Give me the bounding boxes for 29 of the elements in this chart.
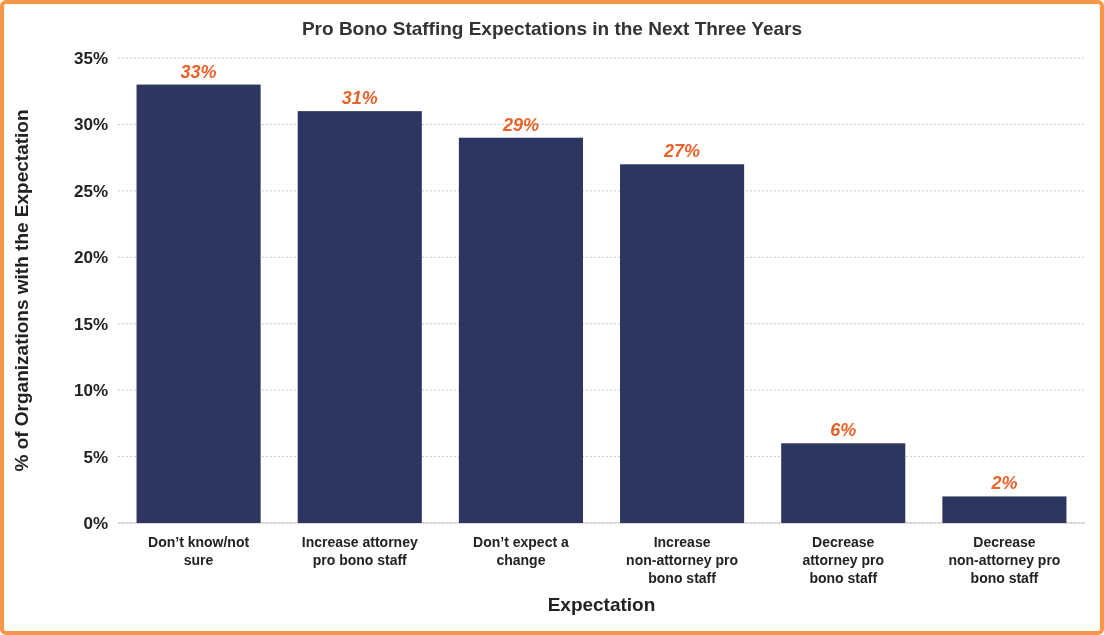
bar (781, 443, 906, 523)
data-label: 33% (180, 61, 217, 82)
y-tick-label: 0% (83, 513, 108, 533)
bar (458, 137, 583, 523)
y-tick-label: 10% (73, 381, 108, 401)
x-tick-label: Don’t expect a change (473, 534, 569, 568)
x-tick-label: Decrease non-attorney pro bono staff (948, 534, 1061, 586)
x-tick-label: Don’t know/not sure (148, 534, 250, 568)
x-tick-label: Increase non-attorney pro bono staff (626, 534, 739, 586)
data-label: 29% (501, 114, 539, 135)
x-axis-title: Expectation (547, 594, 656, 615)
bar (942, 496, 1067, 523)
data-label: 2% (990, 473, 1018, 494)
y-tick-label: 30% (73, 115, 108, 135)
data-label: 27% (663, 141, 701, 162)
chart-title: Pro Bono Staffing Expectations in the Next Three Years (301, 18, 803, 39)
bar (136, 84, 261, 523)
bar (620, 164, 745, 523)
bar (297, 111, 422, 523)
y-tick-label: 20% (73, 248, 108, 268)
y-tick-label: 15% (73, 314, 108, 334)
y-tick-label: 25% (73, 181, 108, 201)
y-tick-label: 5% (83, 447, 108, 467)
y-tick-label: 35% (73, 48, 108, 68)
x-tick-label: Decrease attorney pro bono staff (802, 534, 885, 586)
y-axis-title: % of Organizations with the Expectation (11, 109, 32, 472)
data-label: 31% (341, 88, 378, 109)
data-label: 6% (830, 420, 857, 441)
x-tick-label: Increase attorney pro bono staff (301, 534, 418, 568)
